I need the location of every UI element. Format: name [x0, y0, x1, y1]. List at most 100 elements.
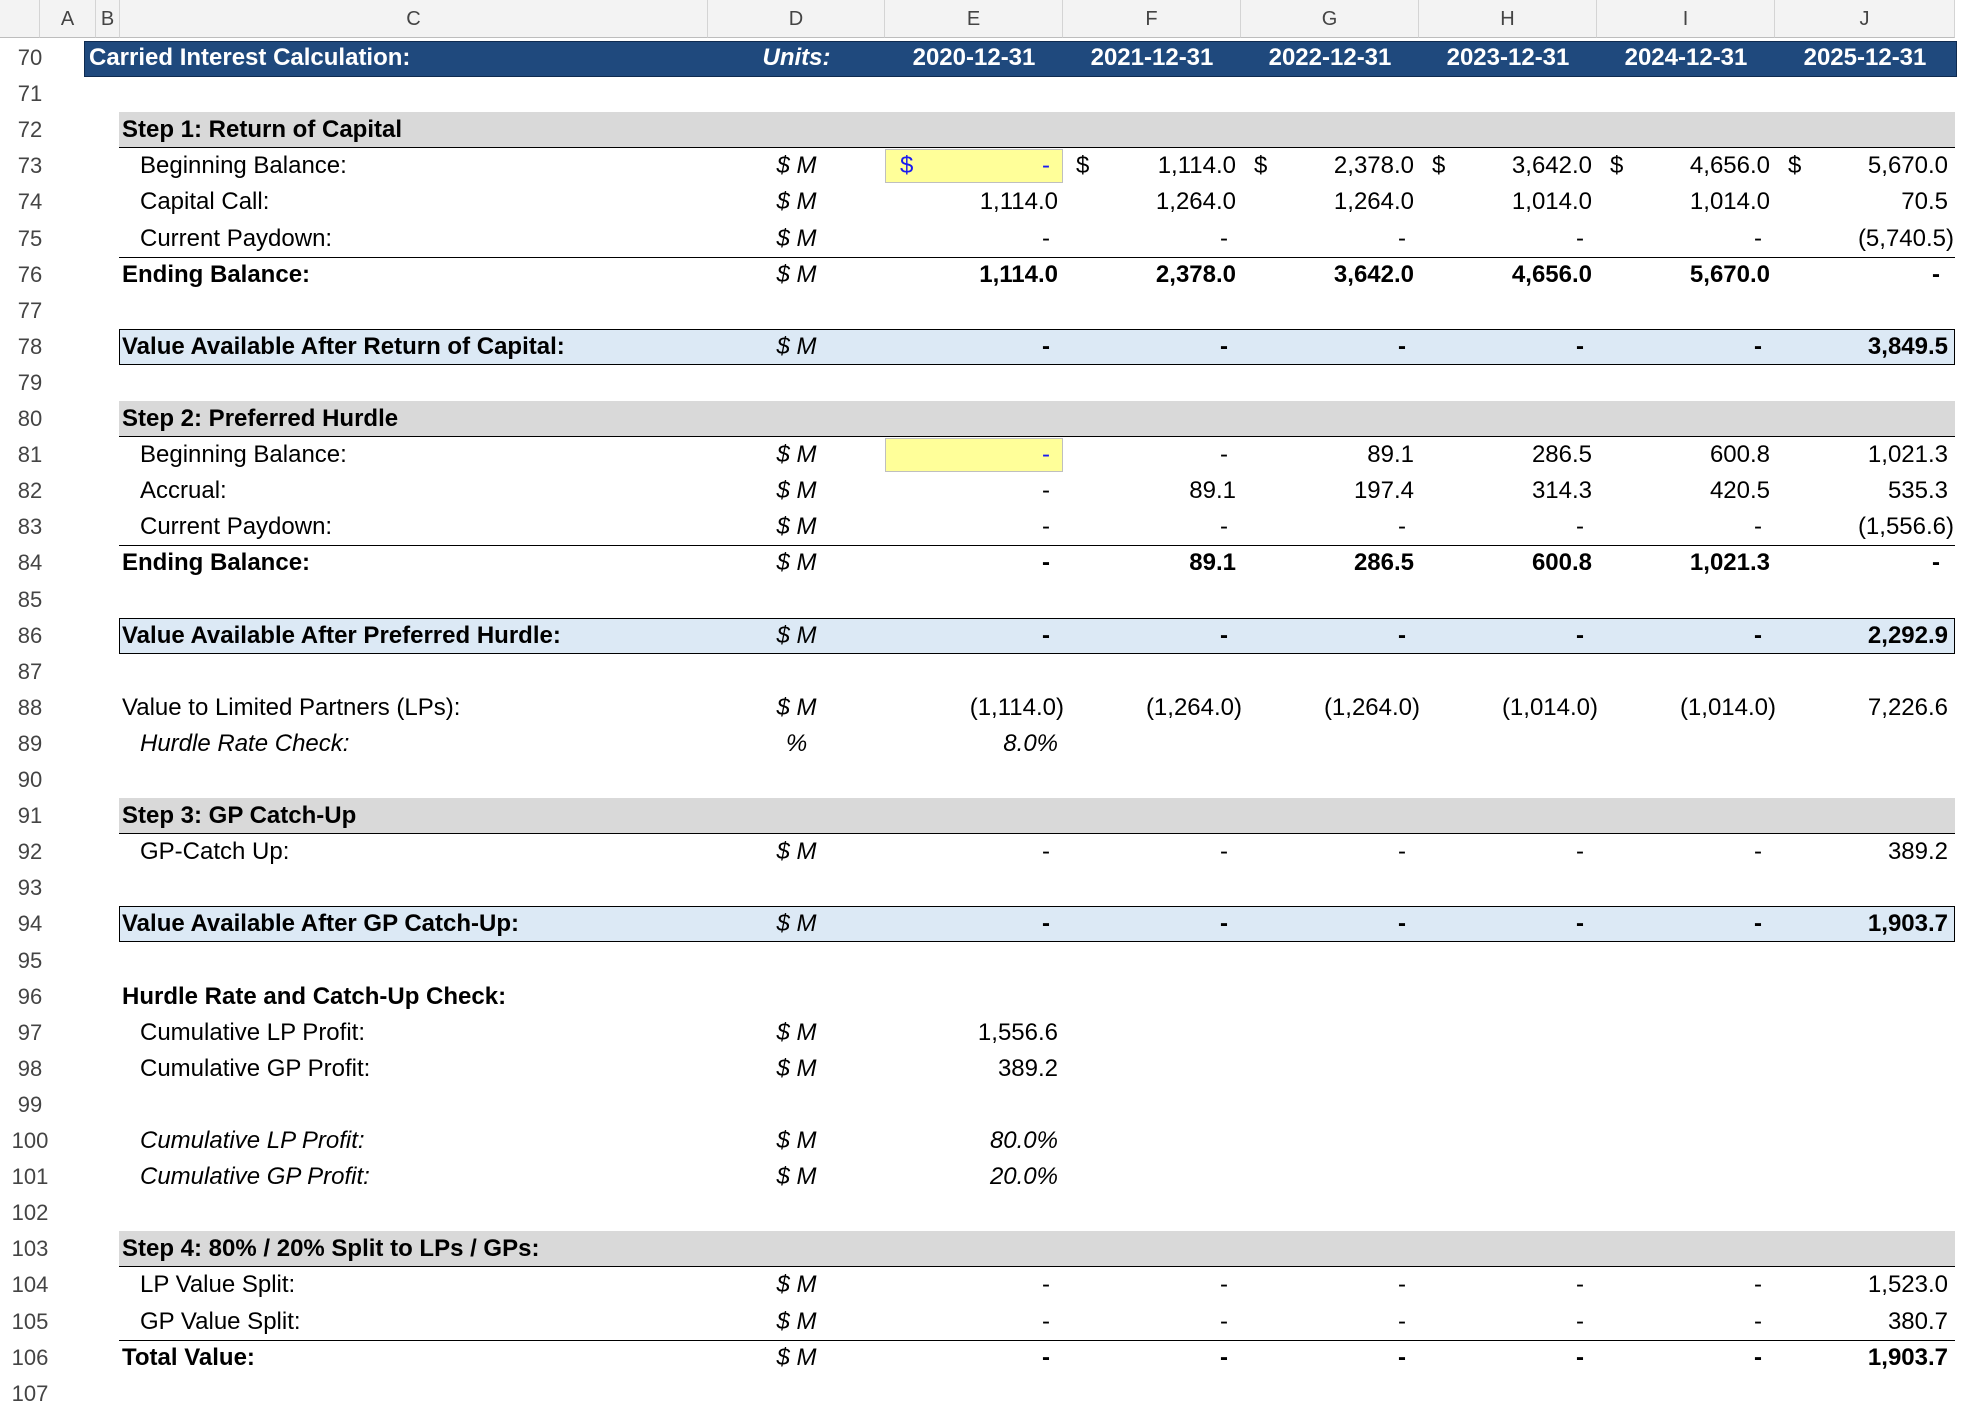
row-number[interactable]: 81	[17, 442, 43, 468]
row-number[interactable]: 77	[17, 297, 43, 323]
row-number[interactable]: 98	[17, 1055, 43, 1081]
value-cell[interactable]: 286.5	[1531, 441, 1592, 469]
row-number[interactable]: 88	[17, 694, 43, 720]
value-cell[interactable]: 1,021.3	[1689, 549, 1770, 577]
value-cell[interactable]: -	[1042, 152, 1050, 180]
unit-cell[interactable]: $ M	[776, 1163, 817, 1191]
unit-cell[interactable]: $ M	[776, 260, 817, 288]
row-label[interactable]: Ending Balance:	[122, 549, 311, 577]
value-cell[interactable]: -	[1398, 621, 1406, 649]
column-header-j[interactable]: J	[1775, 0, 1955, 38]
value-cell[interactable]: 286.5	[1353, 549, 1414, 577]
row-label[interactable]: Cumulative GP Profit:	[140, 1054, 371, 1082]
value-cell[interactable]: 1,014.0	[1511, 188, 1592, 216]
row-number[interactable]: 80	[17, 406, 43, 431]
input-cell-highlight[interactable]	[885, 149, 1063, 184]
unit-cell[interactable]: $ M	[776, 477, 817, 505]
select-all-corner[interactable]	[0, 0, 40, 38]
value-cell[interactable]: 8.0%	[1003, 729, 1058, 757]
row-number[interactable]: 107	[11, 1380, 49, 1406]
column-header-a[interactable]: A	[40, 0, 96, 38]
row-label[interactable]: Value Available After Return of Capital:	[122, 332, 565, 360]
value-cell[interactable]: -	[1042, 1307, 1050, 1335]
row-number[interactable]: 91	[17, 803, 43, 829]
value-cell[interactable]: (1,014.0)	[1501, 693, 1598, 721]
value-cell[interactable]: -	[1754, 1307, 1762, 1335]
row-label[interactable]: GP Value Split:	[140, 1307, 301, 1335]
unit-cell[interactable]: $ M	[776, 1054, 817, 1082]
value-cell[interactable]: 1,114.0	[979, 260, 1058, 288]
value-cell[interactable]: 2,292.9	[1867, 621, 1948, 649]
unit-cell[interactable]: $ M	[776, 1127, 817, 1154]
value-cell[interactable]: 197.4	[1353, 477, 1414, 505]
value-cell[interactable]: (1,264.0)	[1145, 693, 1242, 721]
value-cell[interactable]: 5,670.0	[1867, 152, 1948, 180]
unit-cell[interactable]: $ M	[776, 621, 817, 649]
unit-cell[interactable]: $ M	[776, 910, 817, 938]
value-cell[interactable]: -	[1042, 441, 1050, 469]
value-cell[interactable]: -	[1042, 621, 1050, 649]
value-cell[interactable]: -	[1576, 838, 1584, 866]
value-cell[interactable]: -	[1754, 621, 1762, 649]
value-cell[interactable]: 1,264.0	[1155, 188, 1236, 216]
row-number[interactable]: 75	[17, 225, 43, 251]
unit-cell[interactable]: $ M	[776, 549, 817, 577]
value-cell[interactable]: -	[1042, 224, 1050, 252]
row-number[interactable]: 89	[17, 730, 43, 756]
row-number[interactable]: 87	[17, 658, 43, 684]
unit-cell[interactable]: $ M	[776, 152, 817, 180]
value-cell[interactable]: -	[1576, 332, 1584, 360]
row-number[interactable]: 94	[17, 911, 43, 937]
value-cell[interactable]: -	[1576, 1271, 1584, 1299]
value-cell[interactable]: 3,642.0	[1333, 260, 1414, 288]
value-cell[interactable]: -	[1576, 910, 1584, 938]
value-cell[interactable]: 1,114.0	[1157, 152, 1236, 180]
section-title[interactable]: Step 4: 80% / 20% Split to LPs / GPs:	[122, 1235, 540, 1263]
row-label[interactable]: Accrual:	[140, 477, 227, 505]
value-cell[interactable]: -	[1398, 1307, 1406, 1335]
row-number[interactable]: 83	[17, 514, 43, 540]
unit-cell[interactable]: $ M	[776, 1018, 817, 1046]
row-number[interactable]: 84	[17, 550, 43, 576]
row-number[interactable]: 95	[17, 947, 43, 973]
value-cell[interactable]: -	[1398, 910, 1406, 938]
value-cell[interactable]: -	[1932, 260, 1940, 288]
value-cell[interactable]: 314.3	[1531, 477, 1592, 505]
value-cell[interactable]: -	[1042, 513, 1050, 541]
value-cell[interactable]: 600.8	[1531, 549, 1592, 577]
row-number[interactable]: 82	[17, 478, 43, 504]
row-label[interactable]: GP-Catch Up:	[140, 838, 290, 866]
value-cell[interactable]: -	[1042, 838, 1050, 866]
sheet-title[interactable]: Carried Interest Calculation:	[89, 44, 411, 71]
date-header[interactable]: 2023-12-31	[1446, 44, 1570, 71]
value-cell[interactable]: -	[1220, 1343, 1228, 1371]
row-label[interactable]: Current Paydown:	[140, 224, 333, 252]
units-header[interactable]: Units:	[762, 44, 831, 71]
value-cell[interactable]: (1,264.0)	[1323, 693, 1420, 721]
value-cell[interactable]: (1,014.0)	[1679, 693, 1776, 721]
row-number[interactable]: 70	[17, 45, 43, 70]
value-cell[interactable]: -	[1576, 224, 1584, 252]
row-label[interactable]: Value to Limited Partners (LPs):	[122, 693, 461, 721]
row-number[interactable]: 104	[11, 1272, 49, 1298]
unit-cell[interactable]: $ M	[776, 188, 817, 216]
input-cell-highlight[interactable]	[885, 438, 1063, 473]
row-number[interactable]: 71	[17, 81, 43, 107]
value-cell[interactable]: -	[1398, 332, 1406, 360]
section-title[interactable]: Step 1: Return of Capital	[122, 116, 403, 144]
unit-cell[interactable]: $ M	[776, 693, 817, 721]
value-cell[interactable]: -	[1042, 549, 1050, 577]
date-header[interactable]: 2021-12-31	[1090, 44, 1214, 71]
value-cell[interactable]: -	[1220, 1271, 1228, 1299]
row-label[interactable]: Total Value:	[122, 1343, 255, 1371]
value-cell[interactable]: -	[1042, 1343, 1050, 1371]
value-cell[interactable]: -	[1220, 621, 1228, 649]
unit-cell[interactable]: %	[785, 729, 808, 757]
row-number[interactable]: 90	[17, 767, 43, 792]
value-cell[interactable]: 1,021.3	[1867, 441, 1948, 469]
row-number[interactable]: 79	[17, 369, 43, 395]
value-cell[interactable]: -	[1754, 1343, 1762, 1371]
value-cell[interactable]: -	[1220, 838, 1228, 866]
column-header-d[interactable]: D	[708, 0, 885, 38]
date-header[interactable]: 2020-12-31	[912, 44, 1036, 71]
